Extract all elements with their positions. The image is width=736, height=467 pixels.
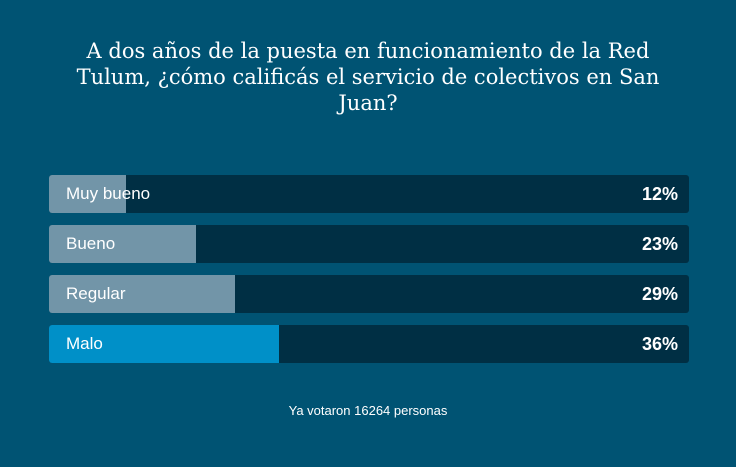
- poll-option-bueno[interactable]: Bueno 23%: [49, 225, 689, 263]
- option-label: Regular: [66, 284, 126, 303]
- option-percent: 23%: [641, 234, 678, 254]
- result-bar-fill: [49, 175, 126, 213]
- vote-count: Ya votaron 16264 personas: [288, 403, 448, 418]
- poll-option-muy-bueno[interactable]: Muy bueno 12%: [49, 175, 689, 213]
- option-label: Muy bueno: [66, 184, 151, 203]
- poll-question: A dos años de la puesta en funcionamient…: [76, 39, 660, 115]
- result-bar-fill: [49, 325, 280, 363]
- result-bar-fill: [49, 225, 197, 263]
- option-label: Malo: [66, 334, 103, 353]
- option-percent: 29%: [641, 284, 678, 304]
- poll-options: Muy bueno 12% Bueno 23% Regular 29% Malo…: [49, 175, 689, 375]
- result-bar-fill: [49, 275, 235, 313]
- poll-option-regular[interactable]: Regular 29%: [49, 275, 689, 313]
- poll-option-malo[interactable]: Malo 36%: [49, 325, 689, 363]
- option-label: Bueno: [66, 234, 116, 253]
- option-percent: 12%: [641, 184, 678, 204]
- option-percent: 36%: [641, 334, 678, 354]
